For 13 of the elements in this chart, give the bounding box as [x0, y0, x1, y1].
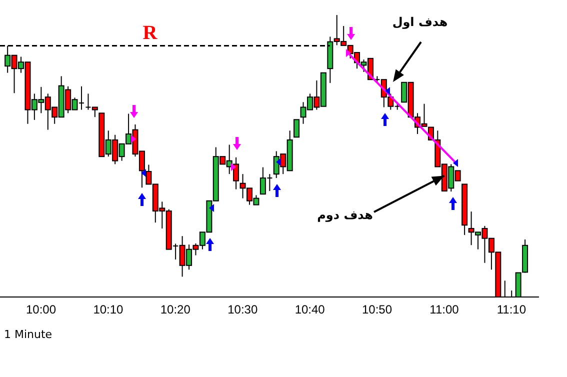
candlestick	[294, 119, 300, 138]
x-tick-label: 10:30	[228, 302, 258, 317]
x-tick-label: 10:40	[294, 302, 326, 317]
x-tick-label: 11:10	[496, 302, 526, 317]
text: 1 Minute	[4, 328, 52, 341]
annotation: هدف دوم	[317, 208, 373, 222]
x-tick-label: 10:50	[362, 302, 392, 317]
annotation: R	[142, 22, 158, 44]
x-tick-label: 11:00	[430, 302, 460, 317]
x-tick-label: 10:10	[93, 302, 124, 317]
annotation: هدف اول	[392, 15, 448, 29]
x-tick-label: 10:20	[160, 302, 191, 317]
x-tick-label: 10:00	[26, 302, 56, 317]
